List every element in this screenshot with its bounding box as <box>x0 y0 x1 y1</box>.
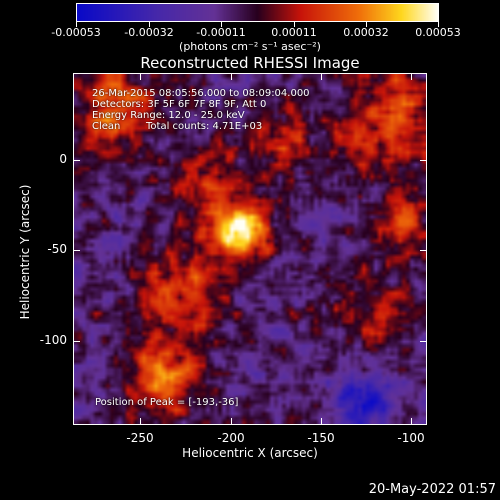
colorbar-label: -0.00011 <box>196 26 246 39</box>
plot-frame <box>73 73 427 425</box>
energy-range-annotation: Energy Range: 12.0 - 25.0 keV <box>92 110 245 121</box>
timestamp: 20-May-2022 01:57 <box>368 482 496 497</box>
y-axis-label: Heliocentric Y (arcsec) <box>18 184 32 320</box>
colorbar-label: 0.00032 <box>343 26 389 39</box>
x-tick-label: -100 <box>397 431 425 445</box>
total-counts-annotation: Total counts: 4.71E+03 <box>146 121 263 132</box>
x-tick-label: -200 <box>217 431 245 445</box>
y-tick-label: 0 <box>59 152 67 166</box>
colorbar-label: -0.00032 <box>124 26 174 39</box>
x-tick-label: -250 <box>126 431 154 445</box>
rhessi-image <box>74 74 426 424</box>
y-tick-label: -50 <box>47 242 67 256</box>
y-tick-label: -100 <box>39 333 67 347</box>
plot-title: Reconstructed RHESSI Image <box>140 54 360 72</box>
method-annotation: Clean <box>92 121 121 132</box>
x-tick-label: -150 <box>307 431 335 445</box>
colorbar-label: 0.00053 <box>415 26 461 39</box>
colorbar-label: 0.00011 <box>271 26 317 39</box>
colorbar-label: -0.00053 <box>51 26 101 39</box>
detectors-annotation: Detectors: 3F 5F 6F 7F 8F 9F, Att 0 <box>92 99 267 110</box>
colorbar-units: (photons cm⁻² s⁻¹ asec⁻²) <box>179 40 321 53</box>
colorbar <box>76 3 439 22</box>
time-range-annotation: 26-Mar-2015 08:05:56.000 to 08:09:04.000 <box>92 88 310 99</box>
peak-position-annotation: Position of Peak = [-193,-36] <box>95 397 239 408</box>
x-axis-label: Heliocentric X (arcsec) <box>182 446 318 460</box>
